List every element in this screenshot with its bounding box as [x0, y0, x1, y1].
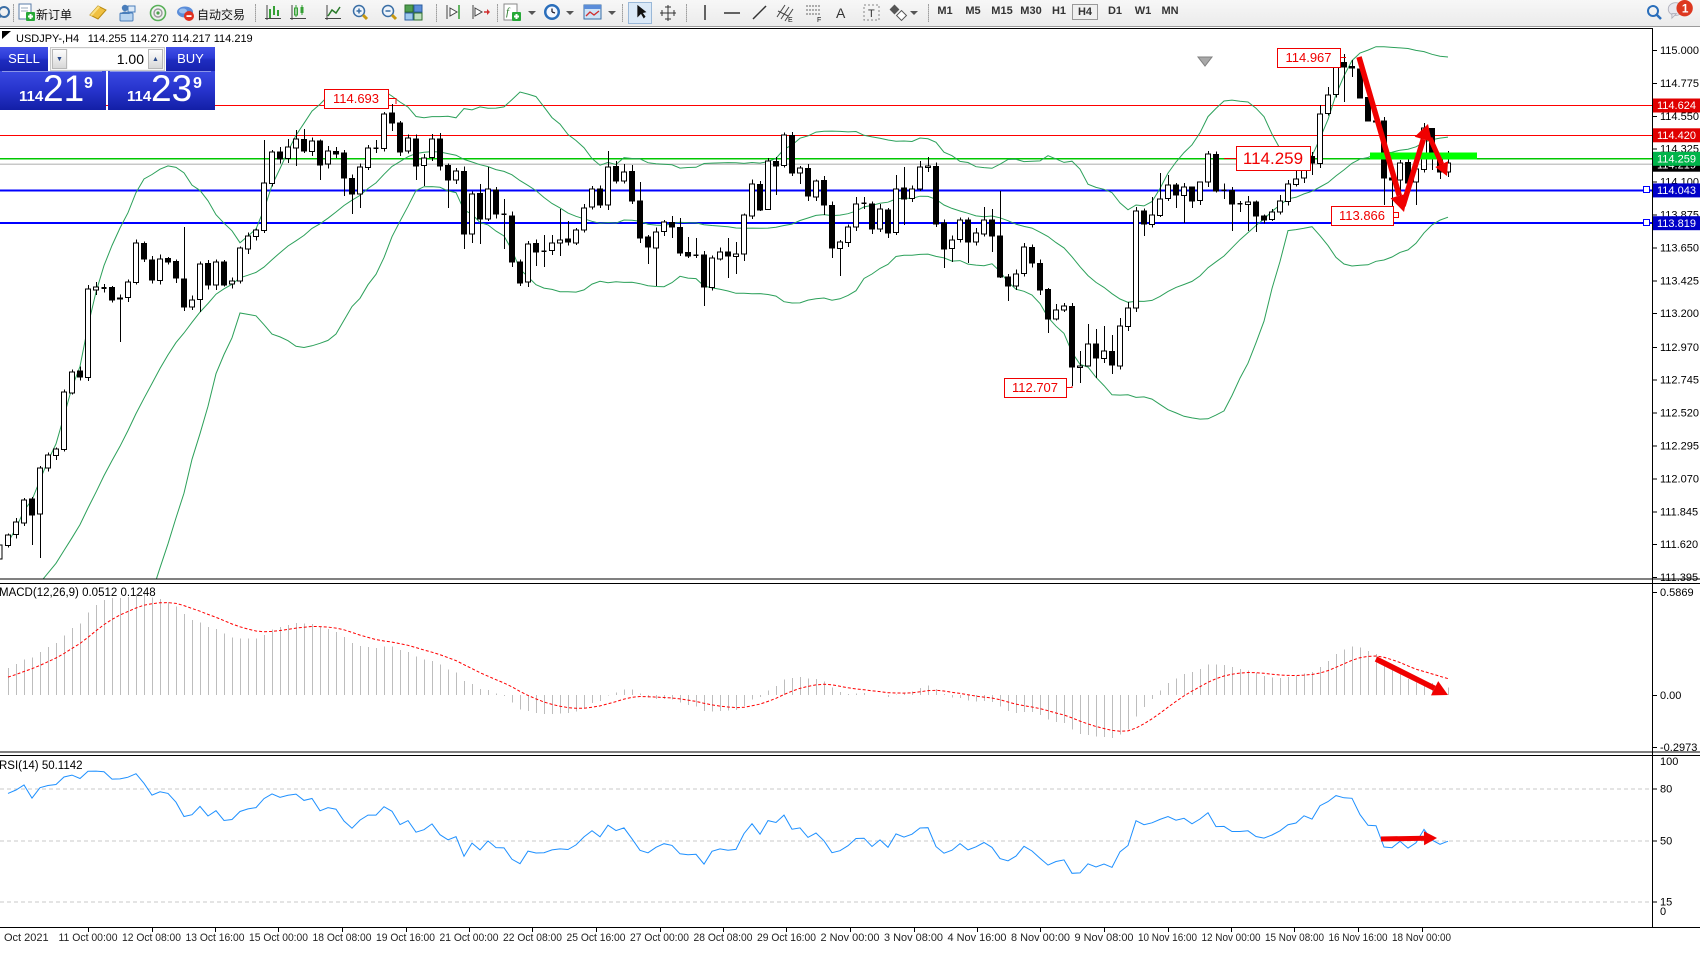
svg-text:113.866: 113.866 — [1339, 208, 1385, 223]
svg-text:112.520: 112.520 — [1660, 408, 1699, 420]
svg-text:114.043: 114.043 — [1657, 185, 1696, 197]
svg-text:111.845: 111.845 — [1660, 506, 1698, 518]
svg-text:9 Nov 08:00: 9 Nov 08:00 — [1075, 932, 1134, 944]
svg-text:10 Nov 16:00: 10 Nov 16:00 — [1138, 932, 1197, 944]
svg-text:114.624: 114.624 — [1657, 100, 1696, 112]
svg-text:11 Oct 00:00: 11 Oct 00:00 — [59, 932, 118, 944]
svg-text:f: f — [506, 6, 511, 18]
svg-text:T: T — [868, 8, 875, 20]
svg-text:RSI(14) 50.1142: RSI(14) 50.1142 — [0, 760, 83, 772]
svg-text:3 Nov 08:00: 3 Nov 08:00 — [884, 932, 943, 944]
svg-text:12 Oct 08:00: 12 Oct 08:00 — [122, 932, 181, 944]
svg-text:111.620: 111.620 — [1660, 539, 1698, 551]
svg-text:114.775: 114.775 — [1660, 78, 1699, 90]
svg-text:2 Nov 00:00: 2 Nov 00:00 — [821, 932, 880, 944]
svg-text:8 Nov 00:00: 8 Nov 00:00 — [1011, 932, 1070, 944]
svg-text:113.425: 113.425 — [1660, 275, 1699, 287]
svg-text:21 Oct 00:00: 21 Oct 00:00 — [440, 932, 499, 944]
svg-text:0.00: 0.00 — [1660, 690, 1681, 702]
svg-text:114.259: 114.259 — [1657, 154, 1696, 166]
svg-text:114.967: 114.967 — [1285, 50, 1331, 65]
svg-text:114.693: 114.693 — [333, 91, 379, 106]
svg-text:0.5869: 0.5869 — [1660, 587, 1694, 599]
svg-text:27 Oct 00:00: 27 Oct 00:00 — [630, 932, 689, 944]
svg-text:Oct 2021: Oct 2021 — [4, 932, 49, 944]
svg-text:F: F — [817, 17, 821, 23]
svg-text:12 Nov 00:00: 12 Nov 00:00 — [1202, 932, 1261, 944]
svg-text:50: 50 — [1660, 836, 1672, 848]
svg-text:18 Nov 00:00: 18 Nov 00:00 — [1392, 932, 1451, 944]
svg-text:113.650: 113.650 — [1660, 242, 1699, 254]
svg-text:29 Oct 16:00: 29 Oct 16:00 — [757, 932, 816, 944]
svg-text:15 Nov 08:00: 15 Nov 08:00 — [1265, 932, 1324, 944]
svg-text:-0.2973: -0.2973 — [1660, 742, 1697, 754]
svg-text:4 Nov 16:00: 4 Nov 16:00 — [948, 932, 1007, 944]
svg-text:113.200: 113.200 — [1660, 308, 1699, 320]
svg-text:112.745: 112.745 — [1660, 375, 1699, 387]
svg-text:E: E — [788, 17, 793, 23]
svg-text:111.395: 111.395 — [1660, 572, 1698, 584]
svg-text:USDJPY-,H4 114.255 114.270 11: USDJPY-,H4 114.255 114.270 114.217 114.2… — [16, 33, 253, 45]
svg-text:112.070: 112.070 — [1660, 473, 1699, 485]
svg-text:22 Oct 08:00: 22 Oct 08:00 — [503, 932, 562, 944]
svg-text:28 Oct 08:00: 28 Oct 08:00 — [694, 932, 753, 944]
svg-text:15 Oct 00:00: 15 Oct 00:00 — [249, 932, 308, 944]
svg-text:114.259: 114.259 — [1243, 149, 1303, 168]
svg-text:112.295: 112.295 — [1660, 440, 1699, 452]
svg-text:100: 100 — [1660, 756, 1678, 768]
svg-text:112.970: 112.970 — [1660, 342, 1699, 354]
svg-text:113.819: 113.819 — [1657, 218, 1696, 230]
svg-text:1: 1 — [1682, 2, 1689, 16]
svg-text:25 Oct 16:00: 25 Oct 16:00 — [567, 932, 626, 944]
svg-text:15: 15 — [1660, 896, 1672, 908]
svg-text:19 Oct 16:00: 19 Oct 16:00 — [376, 932, 435, 944]
svg-text:0: 0 — [1660, 906, 1666, 918]
svg-text:115.000: 115.000 — [1660, 45, 1699, 57]
svg-text:80: 80 — [1660, 784, 1672, 796]
svg-text:112.707: 112.707 — [1012, 380, 1058, 395]
svg-text:MACD(12,26,9) 0.0512 0.1248: MACD(12,26,9) 0.0512 0.1248 — [0, 587, 156, 599]
svg-text:13 Oct 16:00: 13 Oct 16:00 — [186, 932, 245, 944]
svg-text:18 Oct 08:00: 18 Oct 08:00 — [313, 932, 372, 944]
svg-text:114.420: 114.420 — [1657, 130, 1696, 142]
svg-text:114.550: 114.550 — [1660, 111, 1699, 123]
svg-text:16 Nov 16:00: 16 Nov 16:00 — [1329, 932, 1388, 944]
